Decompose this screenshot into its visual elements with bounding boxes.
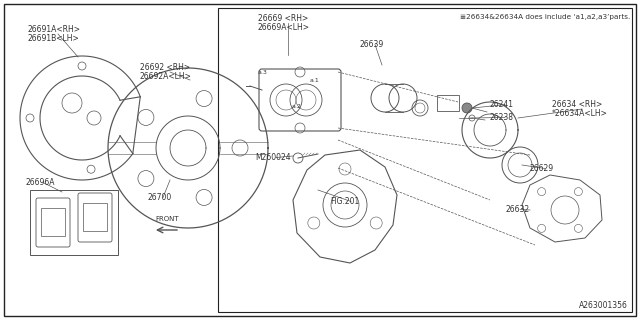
Text: 26238: 26238 — [490, 113, 514, 122]
Text: 26700: 26700 — [148, 193, 172, 202]
Text: 26639: 26639 — [360, 40, 384, 49]
Text: 26632: 26632 — [505, 205, 529, 214]
Text: 26629: 26629 — [530, 164, 554, 173]
Text: ≣26634&26634A does include ‘a1,a2,a3’parts.: ≣26634&26634A does include ‘a1,a2,a3’par… — [460, 14, 630, 20]
Text: A263001356: A263001356 — [579, 301, 628, 310]
Text: 26696A: 26696A — [25, 178, 54, 187]
Text: a.2: a.2 — [292, 104, 302, 109]
Bar — [41, 208, 65, 236]
Text: a.3: a.3 — [258, 70, 268, 75]
Text: 26691A<RH>: 26691A<RH> — [28, 25, 81, 34]
Text: 26692 <RH>: 26692 <RH> — [140, 63, 190, 72]
Text: FIG.201: FIG.201 — [330, 197, 359, 206]
Text: FRONT: FRONT — [155, 216, 179, 222]
Text: 26241: 26241 — [490, 100, 514, 109]
Circle shape — [462, 103, 472, 113]
Text: M260024: M260024 — [255, 153, 291, 162]
Text: a.1: a.1 — [310, 78, 320, 83]
Bar — [83, 203, 107, 231]
Bar — [30, 190, 118, 255]
Text: 26634 <RH>: 26634 <RH> — [552, 100, 602, 109]
Bar — [218, 8, 632, 312]
Text: 26669A<LH>: 26669A<LH> — [258, 23, 310, 32]
Text: *26634A<LH>: *26634A<LH> — [552, 109, 608, 118]
Text: 26692A<LH>: 26692A<LH> — [140, 72, 192, 81]
Text: 26669 <RH>: 26669 <RH> — [258, 14, 308, 23]
Text: 26691B<LH>: 26691B<LH> — [28, 34, 80, 43]
Bar — [437, 95, 459, 111]
